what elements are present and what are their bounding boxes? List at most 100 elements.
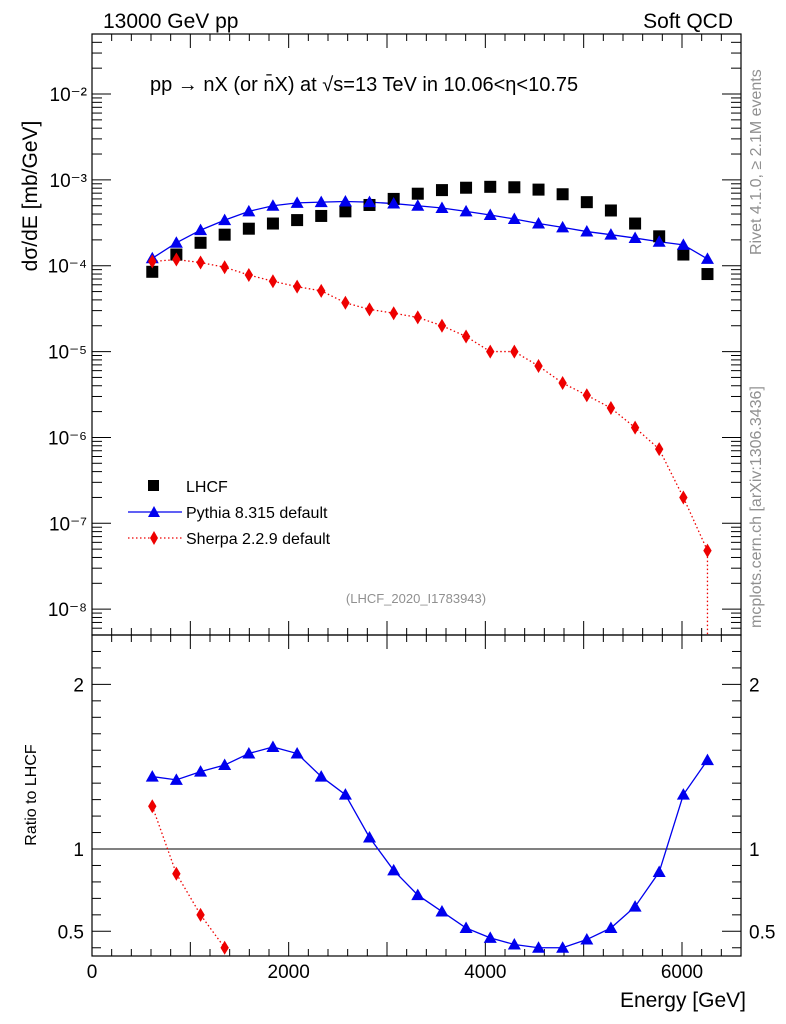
- ratio-y-tick-label-left: 2: [73, 675, 84, 696]
- data-point-triangle: [290, 196, 304, 208]
- data-point-square: [266, 217, 279, 230]
- legend-pythia-label: Pythia 8.315 default: [186, 505, 328, 522]
- data-point-square: [339, 205, 352, 218]
- legend-item-sherpa: Sherpa 2.2.9 default: [128, 531, 331, 548]
- header-beam-label: 13000 GeV pp: [103, 10, 238, 33]
- data-point-diamond: [365, 302, 374, 317]
- data-point-diamond: [220, 260, 229, 275]
- data-point-triangle: [314, 770, 328, 782]
- data-point-triangle: [435, 905, 449, 917]
- data-point-triangle: [580, 933, 594, 945]
- data-point-triangle: [676, 788, 690, 800]
- ratio-plot-frame: [91, 634, 742, 957]
- data-point-triangle: [580, 225, 594, 237]
- y-tick-label: 10⁻²: [50, 85, 88, 106]
- data-point-triangle: [507, 937, 521, 950]
- ratio-y-tick-label-right: 1: [749, 840, 760, 861]
- data-point-square: [291, 214, 304, 227]
- legend-pythia-marker: [148, 506, 160, 517]
- data-point-square: [677, 248, 690, 261]
- data-point-triangle: [604, 921, 618, 934]
- data-point-diamond: [461, 329, 471, 344]
- data-point-diamond: [196, 907, 205, 922]
- y-tick-label: 10⁻⁴: [48, 257, 87, 278]
- data-point-triangle: [169, 773, 183, 785]
- x-axis-label: Energy [GeV]: [620, 989, 746, 1012]
- data-point-triangle: [338, 194, 352, 207]
- ratio-pythia-curve: [152, 746, 709, 949]
- data-point-square: [146, 265, 159, 278]
- data-point-diamond: [630, 420, 640, 435]
- data-point-triangle: [700, 252, 714, 264]
- y-tick-label: 10⁻⁸: [48, 600, 87, 621]
- data-point-square: [315, 209, 328, 222]
- data-point-triangle: [266, 199, 280, 211]
- data-point-triangle: [387, 197, 401, 209]
- data-point-triangle: [459, 921, 473, 934]
- y-tick-label: 10⁻⁵: [48, 343, 87, 364]
- data-point-triangle: [483, 931, 497, 943]
- data-point-square: [508, 181, 521, 194]
- data-point-triangle: [628, 231, 642, 244]
- data-point-triangle: [556, 941, 570, 953]
- data-point-diamond: [148, 799, 157, 814]
- data-point-diamond: [244, 267, 254, 282]
- data-point-diamond: [703, 543, 712, 558]
- data-point-triangle: [194, 765, 208, 777]
- data-point-triangle: [676, 238, 690, 250]
- data-point-triangle: [556, 220, 570, 233]
- ratio-y-tick-label-right: 0.5: [749, 922, 775, 943]
- legend-item-pythia: Pythia 8.315 default: [128, 505, 328, 522]
- data-point-square: [532, 183, 545, 196]
- sherpa-curve: [152, 258, 709, 635]
- main-series-layer: [145, 180, 714, 635]
- data-point-diamond: [413, 310, 422, 325]
- main-y-axis-label: dσ/dE [mb/GeV]: [19, 121, 42, 272]
- data-point-triangle: [387, 863, 401, 876]
- analysis-id-label: (LHCF_2020_I1783943): [346, 591, 486, 606]
- main-plot-title: pp → nX (or n̄X) at √s=13 TeV in 10.06<η…: [150, 73, 578, 96]
- ratio-y-axis-label: Ratio to LHCF: [23, 744, 40, 846]
- legend-sherpa-label: Sherpa 2.2.9 default: [186, 531, 331, 548]
- data-point-square: [242, 222, 255, 235]
- x-tick-label: 4000: [464, 962, 506, 983]
- legend-lhcf-label: LHCF: [186, 479, 228, 496]
- data-point-square: [701, 268, 714, 281]
- pythia-curve: [151, 200, 708, 260]
- data-point-triangle: [242, 204, 256, 217]
- data-point-triangle: [411, 888, 425, 901]
- main-axis-ticks: 10⁻⁸ 10⁻⁷ 10⁻⁶ 10⁻⁵ 10⁻⁴ 10⁻³ 10⁻²: [48, 33, 742, 636]
- data-point-diamond: [534, 358, 543, 373]
- data-point-diamond: [317, 283, 326, 298]
- x-tick-label: 0: [87, 962, 98, 983]
- data-point-triangle: [266, 740, 280, 752]
- rivet-version-label: Rivet 4.1.0, ≥ 2.1M events: [748, 69, 765, 255]
- legend-lhcf-marker: [148, 480, 159, 491]
- data-point-diamond: [341, 295, 350, 310]
- data-point-square: [435, 184, 448, 197]
- ratio-y-tick-label-left: 1: [73, 840, 84, 861]
- mcplots-label: mcplots.cern.ch [arXiv:1306.3436]: [748, 386, 765, 628]
- ratio-axis-ticks: 0 2000 4000 6000 0.5 0.5 1 1 2 2: [58, 635, 775, 983]
- ratio-panel: 0 2000 4000 6000 0.5 0.5 1 1 2 2 Ratio to LHCF En…: [23, 634, 775, 1012]
- data-point-diamond: [582, 388, 592, 403]
- data-point-triangle: [169, 236, 183, 248]
- data-point-diamond: [172, 252, 181, 267]
- y-tick-label: 10⁻⁶: [48, 428, 87, 449]
- data-point-diamond: [510, 344, 519, 359]
- data-point-diamond: [220, 940, 229, 955]
- data-point-diamond: [172, 866, 181, 881]
- ratio-sherpa-curve: [151, 805, 226, 949]
- main-panel: 10⁻⁸ 10⁻⁷ 10⁻⁶ 10⁻⁵ 10⁻⁴ 10⁻³ 10⁻² pp → nX (or…: [19, 33, 742, 636]
- data-point-triangle: [700, 753, 714, 766]
- data-point-diamond: [679, 490, 688, 505]
- data-point-diamond: [606, 401, 616, 416]
- data-point-square: [411, 187, 424, 200]
- data-point-square: [580, 196, 593, 209]
- x-tick-label: 6000: [661, 962, 703, 983]
- data-point-diamond: [268, 274, 278, 289]
- ratio-y-tick-label-right: 2: [749, 675, 760, 696]
- ratio-y-tick-label-left: 0.5: [58, 922, 84, 943]
- data-point-diamond: [389, 306, 398, 321]
- header-process-label: Soft QCD: [643, 10, 733, 33]
